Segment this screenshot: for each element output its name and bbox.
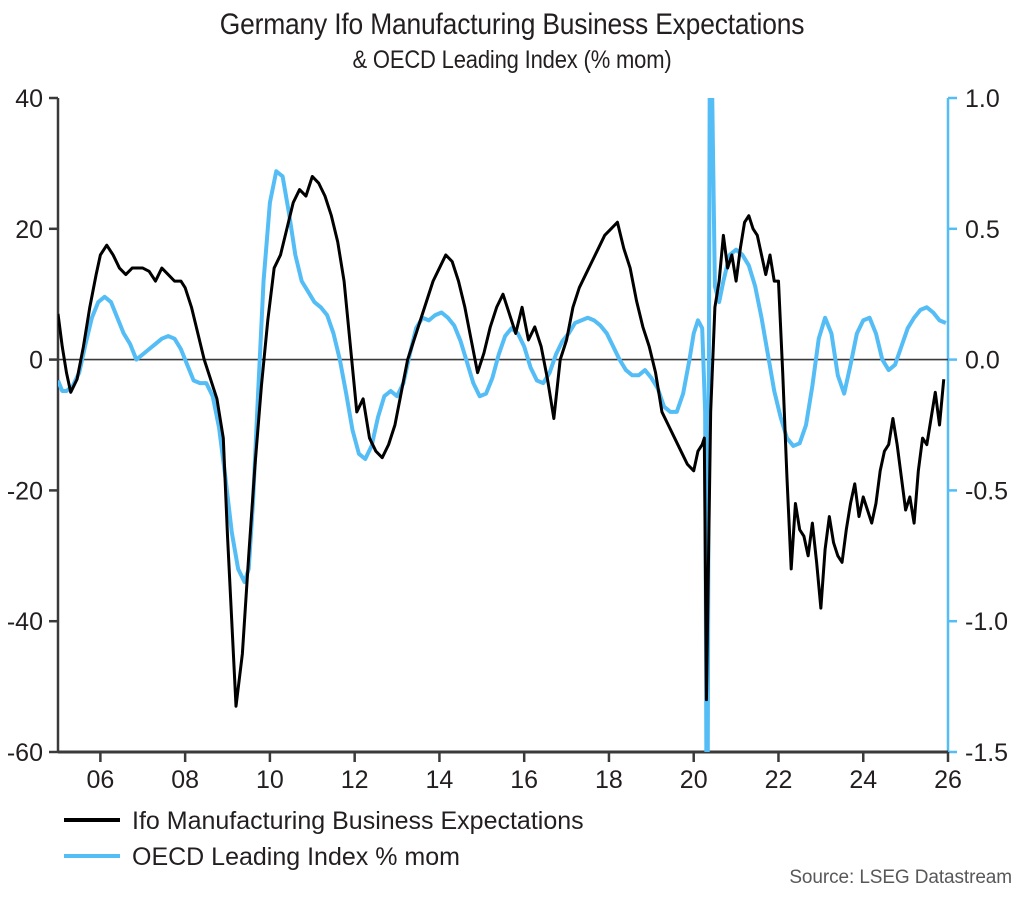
left-axis-tick-label: 20 [15,216,43,244]
right-axis-tick-label: 0.5 [965,216,1000,244]
x-axis-tick-label: 26 [934,766,962,794]
series-line-ifo [58,174,946,708]
left-axis-tick-label: -60 [7,739,43,767]
right-axis-tick-label: 0.0 [965,347,1000,375]
x-axis-tick-label: 14 [426,766,454,794]
source-note: Source: LSEG Datastream [789,867,1012,888]
x-axis-tick-label: 24 [849,766,877,794]
right-axis-tick-label: -0.5 [965,477,1008,505]
x-axis-tick-label: 06 [86,766,114,794]
chart-subtitle: & OECD Leading Index (% mom) [352,46,672,74]
legend-label: OECD Leading Index % mom [132,843,460,871]
chart-legend: Ifo Manufacturing Business Expectations O… [64,807,584,871]
series-line-oecd [58,98,947,752]
right-axis-tick-label: 1.0 [965,85,1000,113]
right-axis-tick-label: -1.0 [965,608,1008,636]
legend-label: Ifo Manufacturing Business Expectations [132,807,584,835]
x-axis-tick-label: 12 [341,766,369,794]
right-axis: 1.0 0.5 0.0 -0.5 -1.0 -1.5 [946,85,1008,767]
right-axis-tick-label: -1.5 [965,739,1008,767]
left-axis-tick-label: -40 [7,608,43,636]
left-axis-tick-label: 0 [29,347,43,375]
page-title: Germany Ifo Manufacturing Business Expec… [219,8,805,41]
chart-title-block: Germany Ifo Manufacturing Business Expec… [0,6,1024,77]
x-axis-tick-label: 16 [510,766,538,794]
x-axis-tick-label: 18 [595,766,623,794]
x-axis-tick-label: 08 [171,766,199,794]
x-axis-tick-label: 20 [680,766,708,794]
left-axis-tick-label: -20 [7,477,43,505]
x-axis-tick-label: 10 [256,766,284,794]
x-axis-tick-label: 22 [765,766,793,794]
left-axis-tick-label: 40 [15,85,43,113]
x-axis: 06 08 10 12 14 16 18 20 22 24 26 [58,750,962,794]
left-axis: 40 20 0 -20 -40 -60 [7,85,60,767]
